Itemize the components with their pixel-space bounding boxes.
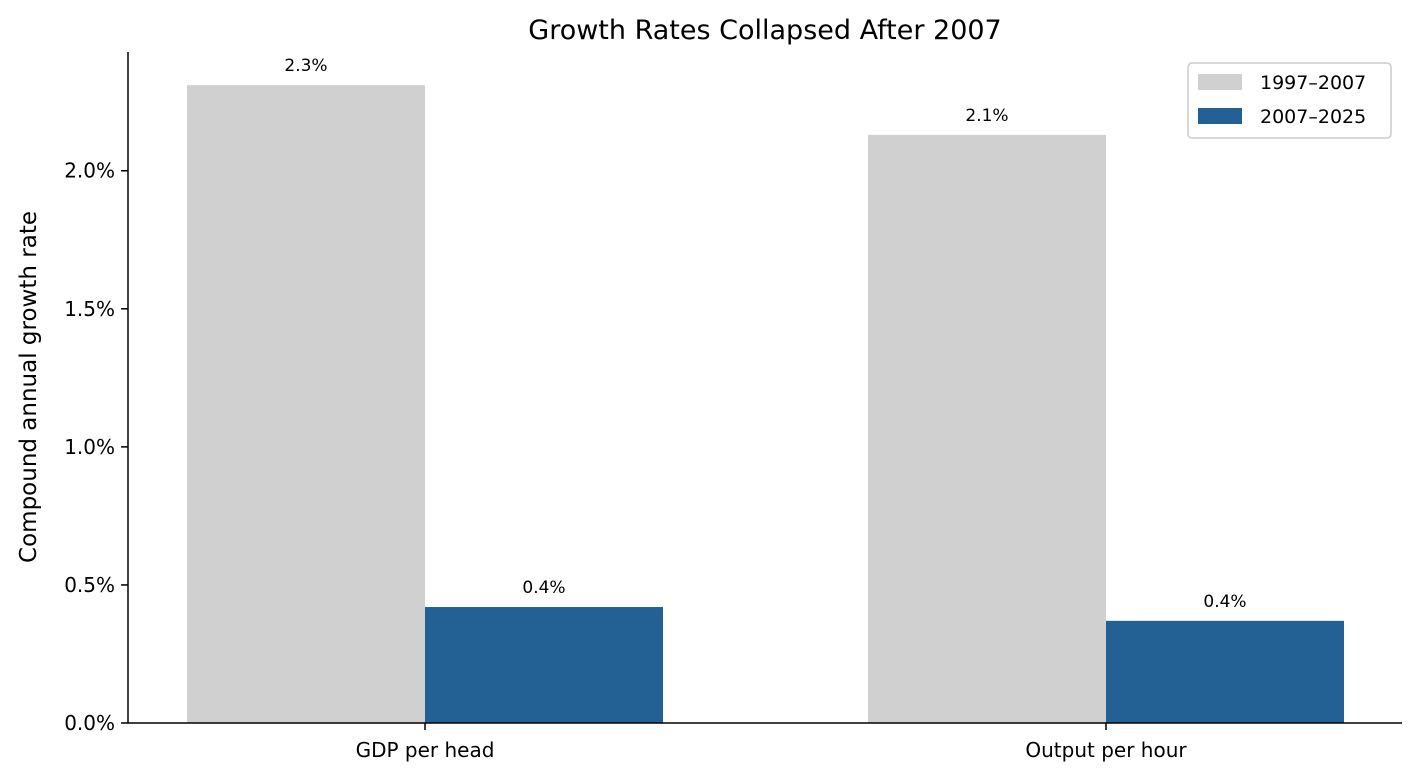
y-tick-label: 1.0% [64,435,115,459]
data-label: 0.4% [522,578,565,598]
bar [1106,620,1344,723]
legend-swatch [1198,74,1242,90]
y-tick-label: 1.5% [64,297,115,321]
legend-label: 1997–2007 [1260,72,1366,94]
data-label: 2.3% [284,56,327,76]
y-axis-label: Compound annual growth rate [16,211,42,563]
legend: 1997–2007 2007–2025 [1187,62,1392,139]
data-label: 0.4% [1203,592,1246,612]
bar [868,134,1106,724]
legend-label: 2007–2025 [1260,106,1366,128]
y-tick-label: 2.0% [64,159,115,183]
y-tick-label: 0.5% [64,573,115,597]
plot-area: 2.3% 2.1% 0.4% 0.4% 0.0% 0.5% 1.0% 1.5% 2.0% GDP … [64,52,1402,762]
data-label: 2.1% [965,106,1008,126]
legend-swatch [1198,108,1242,124]
x-tick-label: Output per hour [1025,738,1187,762]
bar [425,607,663,723]
y-tick-label: 0.0% [64,711,115,735]
chart-title: Growth Rates Collapsed After 2007 [528,15,1001,46]
bar [187,85,425,723]
x-tick-label: GDP per head [356,738,495,762]
